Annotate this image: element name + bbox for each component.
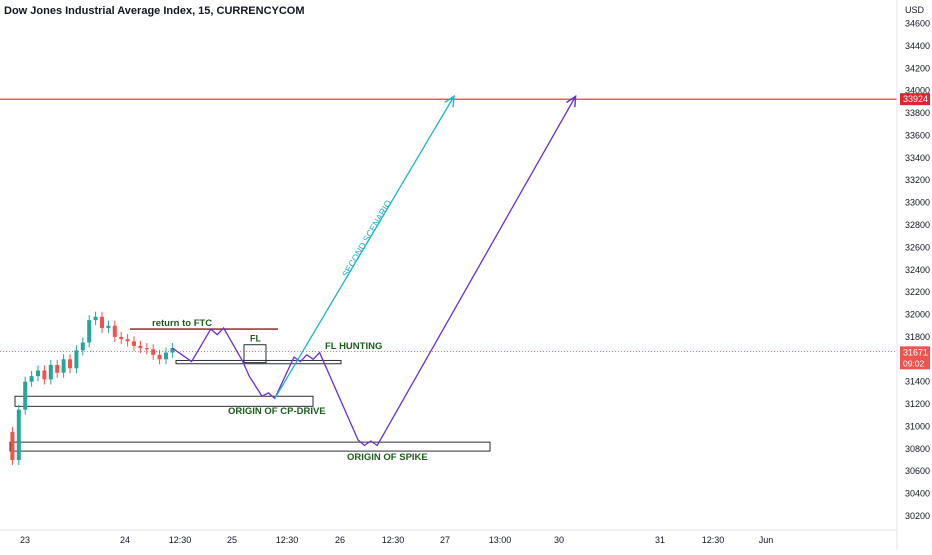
- candle-body: [87, 320, 92, 343]
- fl-label: FL: [250, 333, 261, 343]
- candle-body: [144, 348, 149, 350]
- candle-body: [151, 349, 156, 355]
- fl-zone: [175, 359, 342, 365]
- time-tick-label: 30: [554, 535, 564, 545]
- second-scenario-arrowhead: [444, 94, 455, 108]
- price-tick-label: 34000: [905, 86, 930, 96]
- price-tick-label: 34200: [905, 63, 930, 73]
- price-tick-label: 31000: [905, 421, 930, 431]
- time-tick-label: 31: [655, 535, 665, 545]
- candle-body: [132, 341, 136, 346]
- candle-body: [74, 350, 79, 369]
- price-tick-label: 34400: [905, 41, 930, 51]
- currency-label: USD: [905, 5, 925, 15]
- price-axis: USD 30200 30400 30600 30800 31000 31200 31400 31…: [896, 0, 930, 550]
- candle-body: [157, 354, 162, 360]
- price-tick-label: 33400: [905, 153, 930, 163]
- price-tick-label: 33600: [905, 130, 930, 140]
- projection-lines: [0, 94, 897, 447]
- time-tick-label: Jun: [759, 535, 774, 545]
- candle-body: [93, 316, 98, 321]
- candle-body: [80, 342, 85, 351]
- price-tick-label: 31200: [905, 399, 930, 409]
- candle-body: [29, 376, 34, 382]
- price-tick-label: 30800: [905, 444, 930, 454]
- candle-body: [16, 409, 21, 461]
- candle-body: [10, 432, 15, 461]
- price-tick-label: 34600: [905, 19, 930, 29]
- primary-projection-arrowhead: [566, 94, 577, 108]
- price-tick-label: 32600: [905, 242, 930, 252]
- price-tick-label: 30200: [905, 511, 930, 521]
- chart-title: Dow Jones Industrial Average Index, 15, …: [4, 5, 305, 17]
- price-tick-label: 33200: [905, 175, 930, 185]
- candle-body: [42, 370, 47, 380]
- time-tick-label: 12:30: [702, 535, 725, 545]
- second-scenario-line: [274, 95, 455, 399]
- origin-cp-drive-label: ORIGIN OF CP-DRIVE: [228, 406, 326, 417]
- zones: [9, 344, 491, 452]
- candle-body: [164, 352, 168, 360]
- resistance-price-badge: [900, 93, 930, 106]
- annotation-labels: return to FTC FL FL HUNTING ORIGIN OF CP-DR…: [152, 198, 428, 463]
- time-tick-label: 26: [335, 535, 345, 545]
- price-tick-label: 30400: [905, 489, 930, 499]
- second-scenario-label: SECOND SCENARIO: [340, 198, 393, 279]
- bar-countdown-label: 09:02: [903, 358, 925, 368]
- time-tick-label: 25: [227, 535, 237, 545]
- candle-body: [125, 339, 130, 342]
- time-tick-label: 12:30: [382, 535, 405, 545]
- time-tick-label: 12:30: [276, 535, 299, 545]
- primary-projection-path: [172, 95, 577, 447]
- price-tick-label: 31400: [905, 377, 930, 387]
- cp-drive-origin-zone: [14, 395, 314, 407]
- price-tick-label: 32000: [905, 310, 930, 320]
- fl-box: [243, 344, 267, 364]
- price-tick-label: 32400: [905, 265, 930, 275]
- candle-body: [61, 359, 66, 373]
- time-tick-label: 27: [440, 535, 450, 545]
- time-tick-label: 23: [20, 535, 30, 545]
- price-tick-label: 31800: [905, 332, 930, 342]
- candle-body: [23, 381, 28, 410]
- candle-body: [48, 364, 53, 380]
- candle-body: [55, 364, 60, 373]
- price-tick-label: 33000: [905, 198, 930, 208]
- time-axis: 23 24 12:30 25 12:30 26 12:30 27 13:00 30 31 12:30 J…: [0, 529, 897, 545]
- candle-body: [119, 336, 124, 340]
- candle-body: [68, 359, 72, 369]
- candle-body: [170, 348, 175, 353]
- spike-origin-zone: [9, 441, 491, 452]
- resistance-price-label: 33924: [903, 94, 928, 104]
- current-price-badge: [900, 346, 930, 370]
- price-tick-label: 32200: [905, 287, 930, 297]
- fl-hunting-label: FL HUNTING: [325, 341, 382, 352]
- price-tick-label: 30600: [905, 466, 930, 476]
- candle-body: [112, 325, 117, 337]
- candle-body: [138, 345, 143, 349]
- candle-body: [36, 370, 40, 377]
- price-tick-label: 33800: [905, 108, 930, 118]
- time-tick-label: 12:30: [169, 535, 192, 545]
- candle-body: [100, 316, 104, 328]
- current-price-label: 31671: [903, 347, 928, 357]
- time-tick-label: 13:00: [489, 535, 512, 545]
- origin-spike-label: ORIGIN OF SPIKE: [347, 452, 428, 463]
- return-to-ftc-label: return to FTC: [152, 318, 212, 329]
- time-tick-label: 24: [120, 535, 130, 545]
- candle-body: [106, 325, 111, 328]
- price-tick-label: 32800: [905, 220, 930, 230]
- candlesticks: [10, 311, 175, 466]
